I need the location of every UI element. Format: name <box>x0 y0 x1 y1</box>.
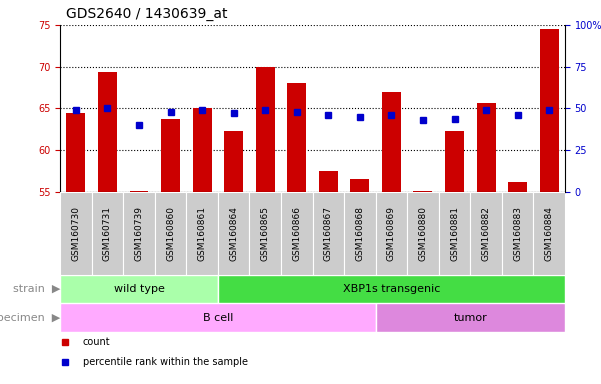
Bar <box>186 192 218 275</box>
Text: tumor: tumor <box>453 313 487 323</box>
Bar <box>218 275 565 303</box>
Bar <box>66 113 85 192</box>
Bar <box>313 192 344 275</box>
Text: XBP1s transgenic: XBP1s transgenic <box>343 284 440 294</box>
Bar <box>161 119 180 192</box>
Text: GSM160730: GSM160730 <box>72 206 81 261</box>
Bar <box>60 275 218 303</box>
Bar <box>439 192 471 275</box>
Text: GSM160882: GSM160882 <box>481 206 490 261</box>
Bar <box>192 108 212 192</box>
Bar <box>287 83 306 192</box>
Bar <box>155 192 186 275</box>
Bar <box>123 192 155 275</box>
Bar <box>382 92 401 192</box>
Bar <box>534 192 565 275</box>
Bar <box>502 192 534 275</box>
Bar <box>344 192 376 275</box>
Text: GSM160861: GSM160861 <box>198 206 207 261</box>
Text: GSM160880: GSM160880 <box>418 206 427 261</box>
Bar <box>407 192 439 275</box>
Bar <box>376 192 407 275</box>
Bar <box>413 191 432 192</box>
Bar <box>508 182 527 192</box>
Bar <box>130 191 148 192</box>
Text: GSM160883: GSM160883 <box>513 206 522 261</box>
Bar <box>471 192 502 275</box>
Text: count: count <box>83 337 111 347</box>
Text: GSM160860: GSM160860 <box>166 206 175 261</box>
Bar <box>540 29 559 192</box>
Text: GSM160865: GSM160865 <box>261 206 270 261</box>
Text: GSM160881: GSM160881 <box>450 206 459 261</box>
Bar <box>224 131 243 192</box>
Text: percentile rank within the sample: percentile rank within the sample <box>83 357 248 367</box>
Bar <box>60 303 376 332</box>
Bar <box>218 192 249 275</box>
Text: strain  ▶: strain ▶ <box>13 284 60 294</box>
Text: GSM160884: GSM160884 <box>545 206 554 261</box>
Text: GSM160868: GSM160868 <box>355 206 364 261</box>
Text: B cell: B cell <box>203 313 233 323</box>
Bar <box>98 72 117 192</box>
Bar <box>376 303 565 332</box>
Bar <box>281 192 313 275</box>
Bar <box>477 103 495 192</box>
Bar <box>256 67 275 192</box>
Text: specimen  ▶: specimen ▶ <box>0 313 60 323</box>
Bar <box>60 192 91 275</box>
Text: GSM160869: GSM160869 <box>387 206 396 261</box>
Bar <box>91 192 123 275</box>
Text: wild type: wild type <box>114 284 165 294</box>
Text: GSM160866: GSM160866 <box>292 206 301 261</box>
Bar <box>319 171 338 192</box>
Bar <box>445 131 464 192</box>
Bar <box>350 179 369 192</box>
Bar <box>249 192 281 275</box>
Text: GSM160867: GSM160867 <box>324 206 333 261</box>
Text: GSM160864: GSM160864 <box>229 206 238 261</box>
Text: GSM160731: GSM160731 <box>103 206 112 261</box>
Text: GSM160739: GSM160739 <box>135 206 144 261</box>
Text: GDS2640 / 1430639_at: GDS2640 / 1430639_at <box>66 7 228 21</box>
